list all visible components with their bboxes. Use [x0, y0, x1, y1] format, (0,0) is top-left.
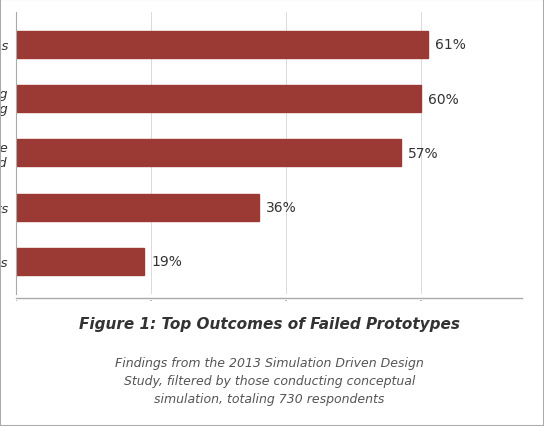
Bar: [16, 86, 421, 113]
Text: 19%: 19%: [151, 255, 182, 269]
Bar: [16, 32, 428, 59]
Text: Figure 1: Top Outcomes of Failed Prototypes: Figure 1: Top Outcomes of Failed Prototy…: [79, 317, 460, 331]
Text: 36%: 36%: [266, 201, 296, 215]
Text: 61%: 61%: [435, 38, 466, 52]
Text: 60%: 60%: [428, 92, 459, 106]
Text: Findings from the 2013 Simulation Driven Design
Study, filtered by those conduct: Findings from the 2013 Simulation Driven…: [115, 356, 424, 405]
Bar: [16, 140, 401, 167]
Text: 57%: 57%: [407, 147, 438, 161]
Bar: [16, 248, 145, 275]
Bar: [16, 194, 259, 221]
